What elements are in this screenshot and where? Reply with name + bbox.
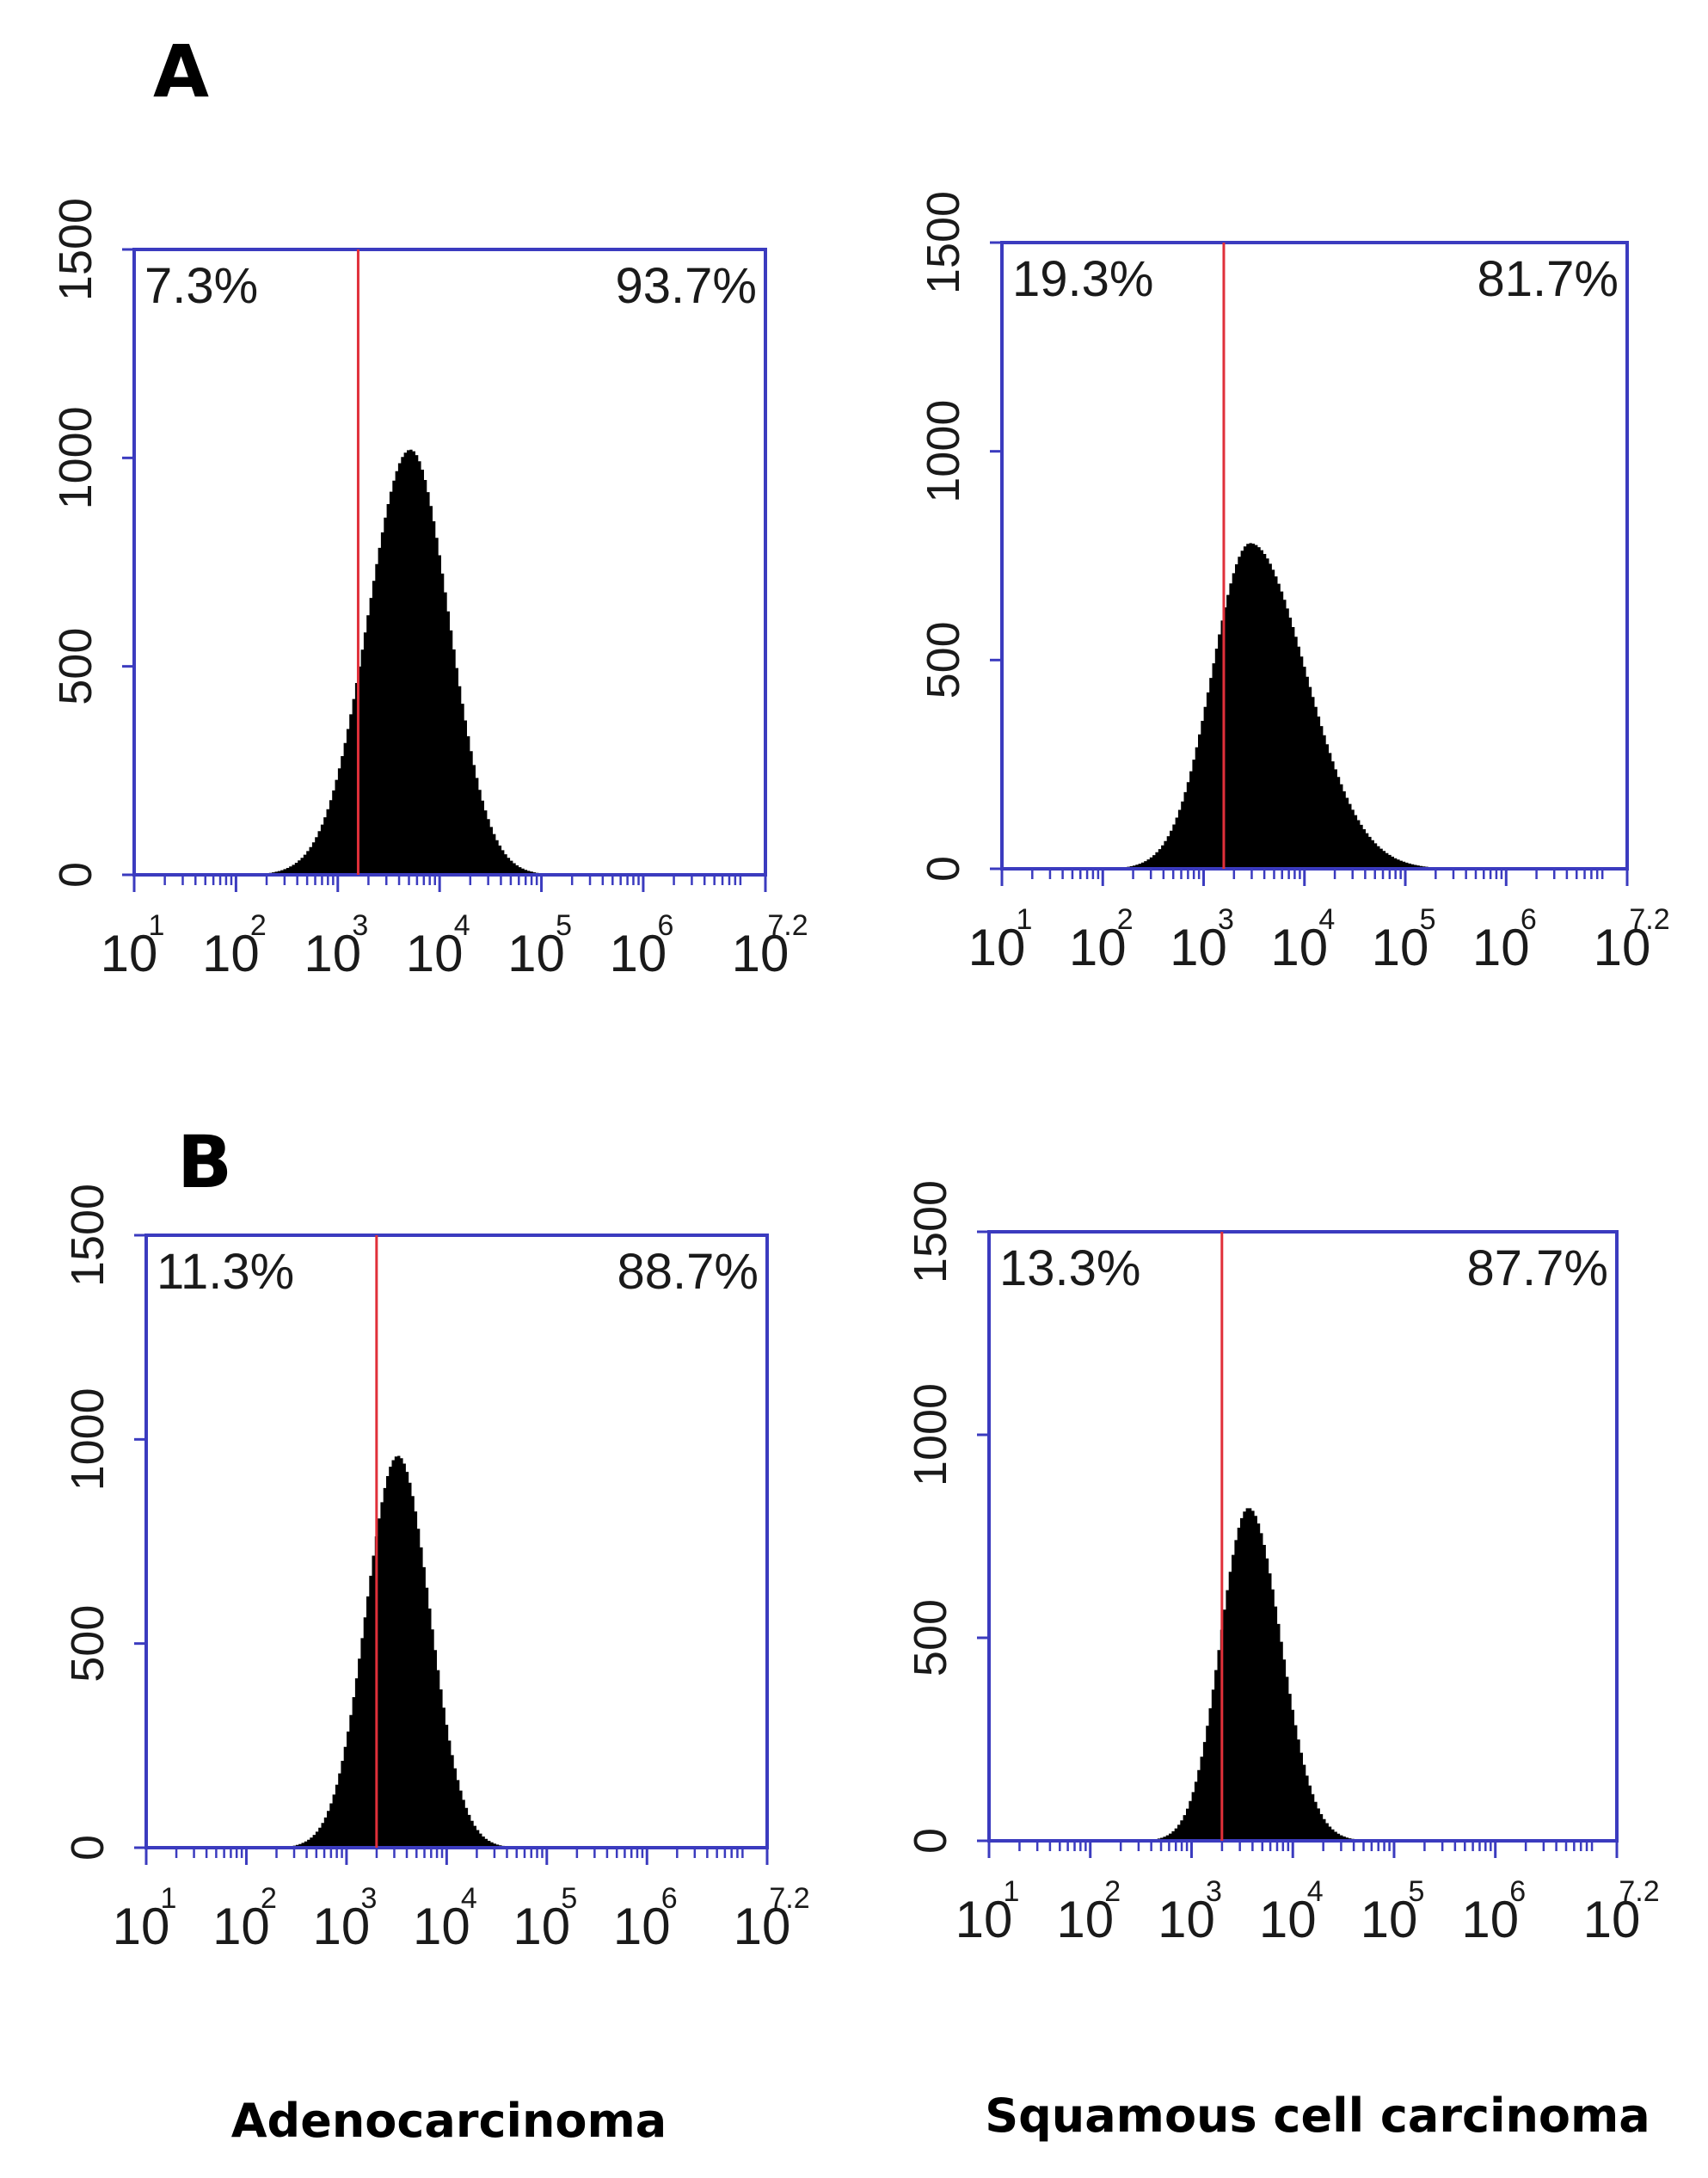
x-tick-label-base: 10 xyxy=(1372,919,1429,976)
y-tick-label: 0 xyxy=(50,862,101,888)
x-tick-label-exponent: 7.2 xyxy=(1619,1875,1659,1908)
x-tick-label-exponent: 2 xyxy=(250,909,267,942)
y-tick-label: 500 xyxy=(918,621,969,698)
column-label-adenocarcinoma: Adenocarcinoma xyxy=(231,2094,667,2148)
y-tick-label: 0 xyxy=(905,1828,956,1854)
y-tick-label: 500 xyxy=(50,628,101,705)
x-tick-label-exponent: 4 xyxy=(1307,1875,1324,1908)
x-tick-label-base: 10 xyxy=(507,925,565,982)
y-tick-label: 0 xyxy=(62,1835,114,1861)
right-percent-label: 88.7% xyxy=(617,1244,759,1300)
x-tick-label-base: 10 xyxy=(1270,919,1328,976)
y-tick-label: 1500 xyxy=(50,198,101,301)
x-tick-label-exponent: 1 xyxy=(149,909,165,942)
x-tick-label-base: 10 xyxy=(734,1898,791,1955)
x-tick-label-base: 10 xyxy=(1472,919,1530,976)
x-tick-label-exponent: 6 xyxy=(1521,903,1537,936)
x-tick-label-base: 10 xyxy=(968,919,1026,976)
left-percent-label: 13.3% xyxy=(999,1240,1140,1296)
right-percent-label: 93.7% xyxy=(616,258,757,314)
x-tick-label-base: 10 xyxy=(1158,1891,1215,1948)
x-tick-label-exponent: 5 xyxy=(556,909,572,942)
y-tick-label: 1500 xyxy=(62,1184,114,1287)
histogram-area xyxy=(989,1508,1617,1841)
y-tick-label: 1000 xyxy=(62,1387,114,1491)
x-tick-label-base: 10 xyxy=(1056,1891,1114,1948)
x-tick-label-base: 10 xyxy=(212,1898,270,1955)
y-tick-label: 500 xyxy=(62,1605,114,1683)
x-tick-label-base: 10 xyxy=(1361,1891,1418,1948)
y-tick-label: 1500 xyxy=(918,191,969,294)
y-tick-label: 0 xyxy=(918,856,969,882)
histogram-area xyxy=(134,449,765,875)
right-percent-label: 81.7% xyxy=(1478,251,1619,307)
x-tick-label-exponent: 1 xyxy=(1004,1875,1020,1908)
x-tick-label-base: 10 xyxy=(1170,919,1227,976)
x-tick-label-exponent: 4 xyxy=(1318,903,1335,936)
y-tick-label: 1000 xyxy=(905,1383,956,1486)
plot-frame xyxy=(987,1230,1619,1843)
x-tick-label-exponent: 6 xyxy=(1509,1875,1526,1908)
x-tick-label-base: 10 xyxy=(1594,919,1651,976)
plot-frame xyxy=(144,1234,769,1849)
x-tick-label-base: 10 xyxy=(1259,1891,1317,1948)
x-tick-label-exponent: 2 xyxy=(1117,903,1134,936)
x-tick-label-exponent: 4 xyxy=(454,909,470,942)
x-tick-label-exponent: 7.2 xyxy=(767,909,808,942)
x-tick-label-exponent: 3 xyxy=(352,909,368,942)
left-percent-label: 11.3% xyxy=(157,1244,294,1300)
x-tick-label-base: 10 xyxy=(101,925,158,982)
x-tick-label-base: 10 xyxy=(202,925,260,982)
x-tick-label-base: 10 xyxy=(513,1898,570,1955)
x-tick-label-base: 10 xyxy=(406,925,464,982)
x-tick-label-exponent: 3 xyxy=(1206,1875,1222,1908)
histogram-area xyxy=(1002,543,1627,869)
x-tick-label-base: 10 xyxy=(113,1898,170,1955)
x-tick-label-base: 10 xyxy=(613,1898,671,1955)
x-tick-label-base: 10 xyxy=(610,925,667,982)
y-tick-label: 1500 xyxy=(905,1180,956,1283)
x-tick-label-exponent: 5 xyxy=(1409,1875,1425,1908)
x-tick-label-exponent: 2 xyxy=(1104,1875,1121,1908)
y-tick-label: 1000 xyxy=(50,406,101,509)
x-tick-label-exponent: 1 xyxy=(1017,903,1033,936)
left-percent-label: 19.3% xyxy=(1012,251,1153,307)
histogram-area xyxy=(146,1455,767,1848)
left-percent-label: 7.3% xyxy=(144,258,258,314)
x-tick-label-exponent: 4 xyxy=(461,1882,477,1915)
x-tick-label-base: 10 xyxy=(413,1898,470,1955)
x-tick-label-base: 10 xyxy=(313,1898,371,1955)
y-tick-label: 1000 xyxy=(918,400,969,503)
plot-frame xyxy=(132,248,767,877)
x-tick-label-base: 10 xyxy=(732,925,789,982)
x-tick-label-base: 10 xyxy=(955,1891,1013,1948)
x-tick-label-base: 10 xyxy=(1583,1891,1641,1948)
x-tick-label-base: 10 xyxy=(304,925,361,982)
y-tick-label: 500 xyxy=(905,1599,956,1677)
plot-frame xyxy=(1000,241,1629,871)
x-tick-label-base: 10 xyxy=(1461,1891,1519,1948)
x-tick-label-exponent: 6 xyxy=(661,1882,678,1915)
x-tick-label-exponent: 7.2 xyxy=(769,1882,809,1915)
x-tick-label-exponent: 5 xyxy=(1420,903,1436,936)
x-tick-label-exponent: 1 xyxy=(161,1882,177,1915)
x-tick-label-exponent: 2 xyxy=(261,1882,277,1915)
panel-label-b: B xyxy=(177,1120,232,1204)
x-tick-label-exponent: 5 xyxy=(561,1882,577,1915)
x-tick-label-exponent: 3 xyxy=(1218,903,1234,936)
x-tick-label-exponent: 3 xyxy=(360,1882,377,1915)
column-label-squamous: Squamous cell carcinoma xyxy=(985,2089,1650,2143)
x-tick-label-exponent: 7.2 xyxy=(1629,903,1669,936)
x-tick-label-base: 10 xyxy=(1069,919,1127,976)
x-tick-label-exponent: 6 xyxy=(657,909,673,942)
right-percent-label: 87.7% xyxy=(1467,1240,1608,1296)
panel-label-a: A xyxy=(153,29,209,114)
